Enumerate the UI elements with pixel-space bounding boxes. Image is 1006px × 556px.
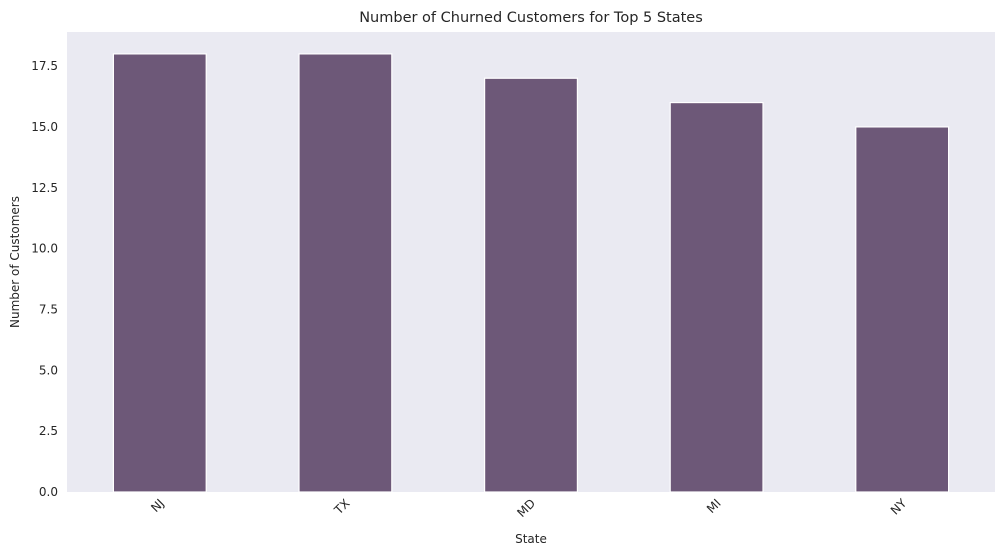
y-tick-label: 12.5 xyxy=(31,181,58,195)
x-tick-label-ny: NY xyxy=(888,496,910,518)
x-tick-label-md: MD xyxy=(514,496,538,520)
x-axis-label: State xyxy=(515,532,547,546)
y-tick-label: 17.5 xyxy=(31,59,58,73)
bar-tx xyxy=(298,53,393,493)
bar-nj xyxy=(112,53,207,493)
x-tick-label-nj: NJ xyxy=(148,496,167,515)
bar-ny xyxy=(855,126,950,493)
y-tick-label: 2.5 xyxy=(39,424,58,438)
bar-mi xyxy=(669,101,764,493)
bar-md xyxy=(484,77,579,493)
y-tick-label: 7.5 xyxy=(39,302,58,316)
y-tick-label: 0.0 xyxy=(39,485,58,499)
y-tick-label: 10.0 xyxy=(31,242,58,256)
y-axis-label: Number of Customers xyxy=(8,196,22,328)
y-axis-ticks: 0.0 2.5 5.0 7.5 10.0 12.5 15.0 17.5 xyxy=(31,59,58,499)
x-axis-ticks: NJ TX MD MI NY xyxy=(148,496,910,520)
bars-group xyxy=(112,53,950,493)
x-tick-label-mi: MI xyxy=(704,496,724,516)
x-tick-label-tx: TX xyxy=(331,496,353,518)
y-tick-label: 15.0 xyxy=(31,120,58,134)
y-tick-label: 5.0 xyxy=(39,363,58,377)
chart-title: Number of Churned Customers for Top 5 St… xyxy=(359,10,703,26)
